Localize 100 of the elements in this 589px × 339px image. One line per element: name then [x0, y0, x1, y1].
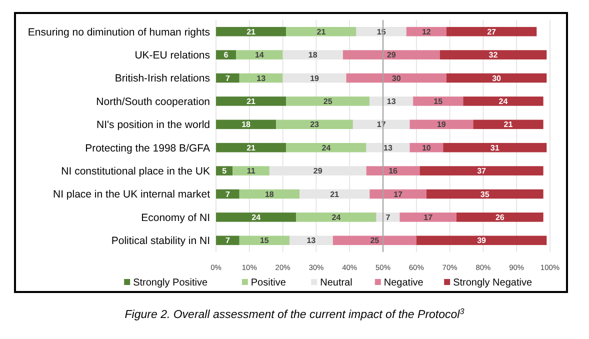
bar	[446, 73, 547, 83]
bar	[236, 50, 283, 60]
data-label: 6	[224, 50, 229, 60]
data-label: 24	[498, 97, 508, 106]
y-tick-label: NI constitutional place in the UK	[61, 165, 210, 178]
y-tick-label: NI's position in the world	[96, 119, 210, 132]
bar	[216, 26, 286, 36]
data-label: 18	[308, 50, 318, 60]
data-label: 19	[436, 120, 446, 130]
data-label: 30	[392, 74, 402, 83]
bar	[400, 212, 456, 222]
bar	[410, 120, 474, 130]
data-label: 19	[310, 74, 320, 83]
legend-label: Positive	[250, 278, 286, 288]
y-tick-label: North/South cooperation	[96, 96, 210, 108]
data-label: 18	[242, 120, 252, 130]
bar	[332, 236, 416, 246]
bar	[216, 236, 240, 246]
data-label: 7	[225, 74, 230, 83]
data-label: 13	[384, 143, 394, 152]
bar	[216, 212, 296, 222]
bar	[232, 166, 270, 176]
bar	[426, 189, 544, 199]
bar	[463, 96, 544, 106]
data-label: 29	[386, 50, 396, 60]
data-label: 39	[477, 236, 487, 246]
data-label: 32	[488, 50, 498, 60]
data-label: 7	[225, 236, 230, 246]
bar	[239, 236, 290, 246]
bar	[420, 166, 544, 176]
y-tick-label: UK-EU relations	[134, 49, 210, 62]
data-label: 13	[386, 97, 396, 106]
bar	[286, 96, 370, 106]
bar	[296, 212, 376, 222]
bar	[370, 189, 426, 199]
caption: Figure 2. Overall assessment of the current impact of the Protocol$^{3}$	[124, 306, 465, 321]
legend-label: Neutral	[320, 278, 352, 288]
data-label: 17	[424, 213, 434, 222]
bar	[352, 120, 410, 130]
bar	[440, 50, 547, 60]
data-label: 37	[477, 166, 487, 176]
data-label: 7	[225, 190, 230, 199]
bar	[413, 96, 464, 106]
bar	[286, 142, 366, 152]
y-tick-label: Political stability in NI	[111, 235, 210, 248]
bar	[216, 189, 240, 199]
legend-label: Strongly Positive	[133, 278, 208, 288]
bar	[342, 50, 440, 60]
data-label: 7	[386, 213, 391, 222]
data-label: 12	[422, 27, 432, 36]
bar	[416, 236, 547, 246]
bar	[286, 26, 356, 36]
data-label: 21	[246, 27, 256, 36]
bar	[473, 120, 544, 130]
data-label: 24	[332, 213, 342, 222]
bar	[216, 96, 286, 106]
legend-label: Negative	[384, 278, 424, 288]
bar	[456, 212, 544, 222]
data-label: 25	[323, 97, 333, 106]
data-label: 21	[504, 120, 514, 130]
bar	[216, 142, 286, 152]
bar	[446, 26, 537, 36]
data-label: 31	[490, 143, 500, 152]
bar	[346, 73, 446, 83]
y-tick-label: Protecting the 1998 B/GFA	[85, 142, 210, 154]
data-label: 15	[260, 236, 270, 246]
y-tick-label: British-Irish relations	[114, 72, 210, 85]
bar	[216, 120, 276, 130]
data-label: 21	[246, 97, 256, 106]
data-label: 26	[495, 213, 505, 222]
data-label: 10	[422, 143, 432, 152]
data-label: 27	[487, 27, 497, 36]
data-label: 13	[256, 74, 266, 83]
data-label: 21	[330, 190, 340, 199]
data-label: 16	[388, 166, 398, 176]
bar	[216, 73, 240, 83]
bar	[370, 96, 414, 106]
bar	[376, 212, 400, 222]
data-label: 17	[394, 190, 404, 199]
data-label: 15	[434, 97, 444, 106]
y-tick-label: Economy of NI	[141, 212, 210, 224]
data-label: 11	[246, 166, 256, 176]
data-label: 21	[316, 27, 326, 36]
data-label: 24	[322, 143, 332, 152]
data-label: 18	[264, 190, 274, 199]
data-label: 25	[370, 236, 380, 246]
legend-label: Strongly Negative	[453, 278, 532, 288]
bar	[276, 120, 353, 130]
y-tick-label: NI place in the UK internal market	[53, 188, 210, 201]
data-label: 21	[246, 143, 256, 152]
data-label: 14	[254, 50, 264, 60]
bar	[239, 189, 300, 199]
data-label: 30	[492, 74, 502, 83]
bar	[216, 50, 236, 60]
bar	[366, 166, 420, 176]
data-label: 29	[313, 166, 323, 176]
data-label: 35	[480, 190, 490, 199]
bar	[443, 142, 547, 152]
y-tick-label: Ensuring no diminution of human rights	[28, 26, 210, 38]
data-label: 5	[222, 166, 228, 176]
